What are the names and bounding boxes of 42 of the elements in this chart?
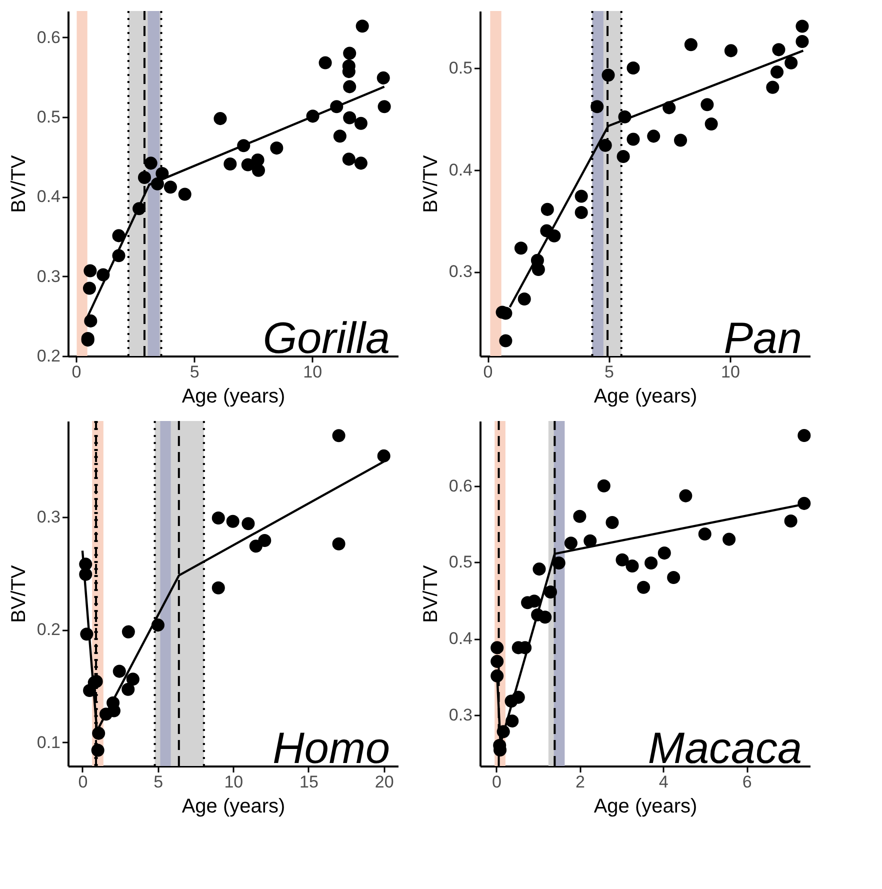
x-tick-label: 10: [303, 362, 322, 382]
y-tick-label: 0.4: [448, 629, 472, 648]
y-axis-title: BV/TV: [8, 154, 30, 213]
y-tick-label: 0.3: [448, 705, 472, 724]
x-axis-title: Age (years): [182, 796, 286, 818]
x-tick-label: 5: [604, 362, 614, 382]
x-axis-title: Age (years): [594, 796, 698, 818]
annotation: Pan: [724, 314, 802, 363]
y-tick-label: 0.4: [448, 160, 472, 180]
x-tick-label: 15: [300, 772, 318, 792]
y-tick-label: 0.5: [448, 552, 472, 572]
y-tick-label: 0.2: [36, 346, 60, 366]
x-tick-label: 0: [492, 772, 502, 792]
y-axis-title: BV/TV: [8, 564, 30, 623]
x-tick-label: 6: [742, 772, 752, 792]
y-axis-title: BV/TV: [420, 564, 442, 623]
y-tick-label: 0.3: [36, 507, 60, 526]
y-tick-label: 0.6: [448, 476, 472, 496]
x-tick-label: 20: [374, 772, 394, 792]
x-tick-label: 5: [190, 362, 200, 382]
x-axis-title: Age (years): [594, 386, 698, 408]
x-tick-label: 10: [721, 362, 740, 382]
y-tick-label: 0.4: [36, 187, 60, 206]
x-tick-label: 10: [224, 772, 244, 792]
y-tick-label: 0.5: [448, 58, 472, 78]
x-tick-label: 0: [72, 362, 82, 382]
y-tick-label: 0.1: [36, 732, 60, 752]
x-tick-label: 4: [658, 772, 668, 792]
annotation: Macaca: [648, 724, 802, 773]
x-tick-label: 0: [483, 362, 493, 382]
annotation: Gorilla: [262, 314, 390, 363]
y-tick-label: 0.5: [36, 107, 60, 126]
x-tick-label: 2: [575, 772, 585, 792]
x-tick-label: 0: [78, 772, 88, 792]
annotation: Homo: [272, 724, 390, 773]
y-tick-label: 0.6: [36, 28, 60, 47]
x-axis-title: Age (years): [182, 386, 286, 408]
y-tick-label: 0.3: [448, 262, 472, 282]
y-tick-label: 0.2: [36, 620, 60, 640]
y-tick-label: 0.3: [36, 266, 60, 286]
y-axis-title: BV/TV: [420, 154, 442, 213]
x-tick-label: 5: [154, 772, 164, 792]
